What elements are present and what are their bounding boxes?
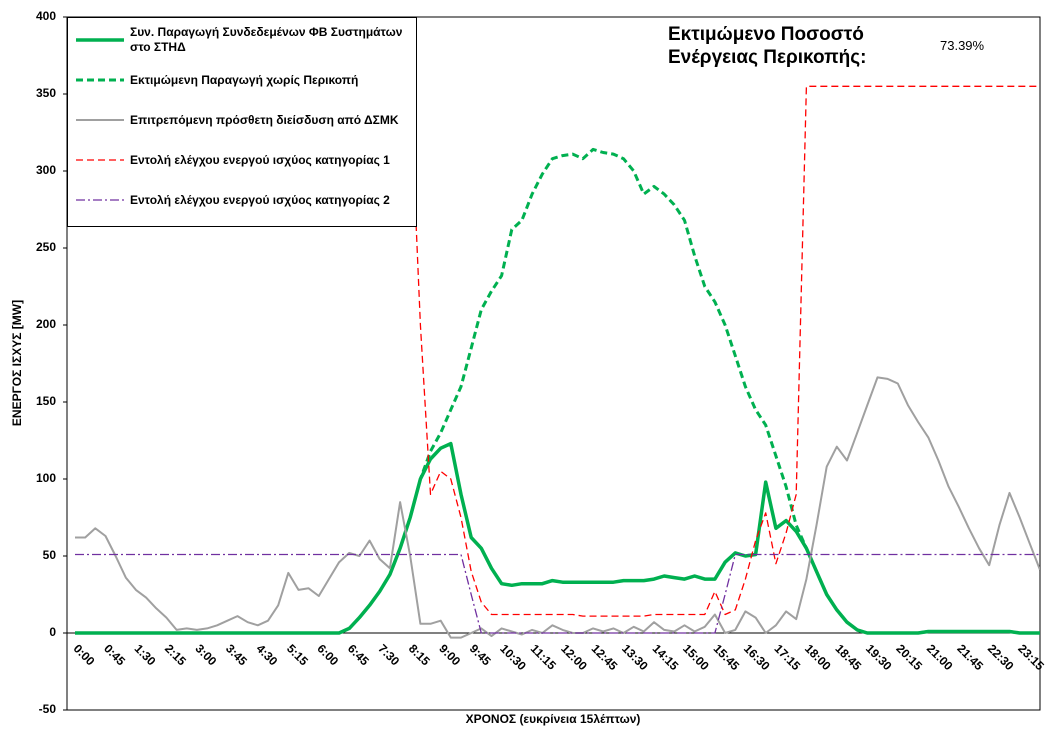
series-group	[75, 553, 1040, 634]
x-tick-label: 5:15	[284, 641, 311, 668]
y-tick-label: 100	[36, 471, 56, 485]
x-tick-label: 0:00	[71, 641, 98, 668]
annotation: Εκτιμώμενο Ποσοστό Ενέργειας Περικοπής:	[668, 24, 867, 68]
x-tick-label: 9:00	[436, 641, 463, 668]
series-group	[75, 147, 1040, 635]
x-tick-label: 6:45	[345, 641, 372, 668]
x-tick-label: 14:15	[650, 641, 682, 673]
x-tick-label: 22:30	[985, 641, 1017, 673]
y-tick-label: 350	[36, 86, 56, 100]
x-tick-label: 17:15	[772, 641, 804, 673]
legend-label: Εκτιμώμενη Παραγωγή χωρίς Περικοπή	[130, 72, 359, 87]
series-line	[75, 147, 1040, 635]
legend-swatch	[76, 159, 124, 161]
series-line	[75, 553, 1040, 634]
x-tick-label: 13:30	[619, 641, 651, 673]
x-tick-label: 23:15	[1015, 641, 1047, 673]
x-tick-label: 2:15	[162, 641, 189, 668]
x-axis-label: ΧΡΟΝΟΣ (ευκρίνεια 15λέπτων)	[466, 712, 641, 726]
y-tick-label: 400	[36, 9, 56, 23]
y-tick-label: 0	[49, 625, 56, 639]
series-group	[75, 441, 1040, 635]
legend: Συν. Παραγωγή Συνδεδεμένων ΦΒ Συστημάτων…	[67, 17, 417, 227]
y-tick-label: 150	[36, 394, 56, 408]
legend-entry: Επιτρεπόμενη πρόσθετη διείσδυση από ΔΣΜΚ	[74, 102, 410, 138]
x-tick-label: 3:45	[223, 641, 250, 668]
x-tick-label: 18:00	[802, 641, 834, 673]
annotation-value: 73.39%	[940, 38, 985, 53]
x-tick-label: 7:30	[375, 641, 402, 668]
x-tick-label: 21:00	[924, 641, 956, 673]
x-tick-label: 19:30	[863, 641, 895, 673]
y-tick-label: 50	[43, 548, 57, 562]
x-tick-label: 15:00	[680, 641, 712, 673]
x-tick-label: 12:00	[558, 641, 590, 673]
x-tick-label: 11:15	[528, 641, 559, 672]
x-tick-label: 18:45	[832, 641, 864, 673]
x-tick-label: 4:30	[253, 641, 280, 668]
legend-swatch	[76, 119, 124, 121]
x-tick-label: 12:45	[589, 641, 621, 673]
legend-entry: Συν. Παραγωγή Συνδεδεμένων ΦΒ Συστημάτων…	[74, 22, 410, 58]
legend-swatch	[76, 199, 124, 201]
y-axis-label: ΕΝΕΡΓΟΣ ΙΣΧΥΣ [MW]	[10, 300, 24, 426]
x-tick-label: 6:00	[314, 641, 341, 668]
legend-label: Εντολή ελέγχου ενεργού ισχύος κατηγορίας…	[130, 192, 390, 207]
series-group	[75, 376, 1040, 639]
legend-label: Επιτρεπόμενη πρόσθετη διείσδυση από ΔΣΜΚ	[130, 112, 399, 127]
x-tick-label: 20:15	[893, 641, 925, 673]
x-tick-label: 21:45	[954, 641, 986, 673]
y-tick-label: 200	[36, 317, 56, 331]
legend-entry: Εκτιμώμενη Παραγωγή χωρίς Περικοπή	[74, 62, 410, 98]
legend-swatch	[76, 38, 124, 42]
y-tick-label: -50	[39, 702, 57, 716]
y-tick-label: 250	[36, 240, 56, 254]
x-tick-label: 16:30	[741, 641, 773, 673]
legend-entry: Εντολή ελέγχου ενεργού ισχύος κατηγορίας…	[74, 142, 410, 178]
x-tick-label: 15:45	[711, 641, 743, 673]
legend-label: Συν. Παραγωγή Συνδεδεμένων ΦΒ Συστημάτων…	[130, 25, 403, 54]
x-tick-label: 8:15	[406, 641, 433, 668]
x-tick-label: 1:30	[132, 641, 159, 668]
x-tick-label: 10:30	[497, 641, 529, 673]
x-tick-label: 0:45	[101, 641, 128, 668]
legend-label: Εντολή ελέγχου ενεργού ισχύος κατηγορίας…	[130, 152, 390, 167]
legend-entry: Εντολή ελέγχου ενεργού ισχύος κατηγορίας…	[74, 182, 410, 218]
plot-border	[66, 16, 1041, 711]
y-tick-label: 300	[36, 163, 56, 177]
x-tick-label: 3:00	[193, 641, 220, 668]
series-line	[75, 376, 1040, 639]
x-tick-label: 9:45	[467, 641, 494, 668]
legend-swatch	[76, 78, 124, 82]
series-line	[75, 441, 1040, 635]
